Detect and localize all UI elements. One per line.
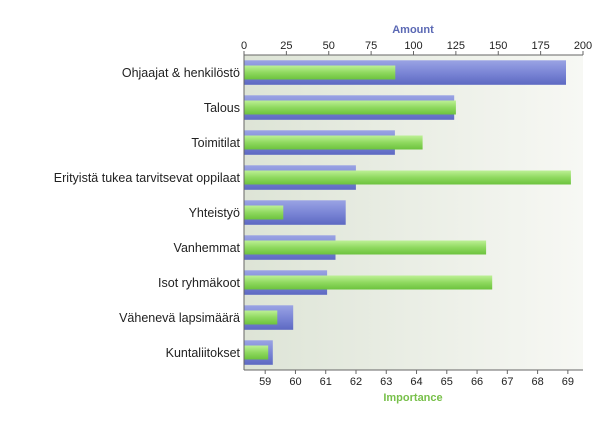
- top-tick-label: 125: [447, 40, 465, 52]
- top-axis-ticks: 0 25 50 75 100 125 150 175 200: [241, 40, 592, 55]
- bottom-tick-label: 67: [501, 376, 513, 388]
- bottom-tick-label: 65: [441, 376, 453, 388]
- top-tick-label: 25: [280, 40, 292, 52]
- bottom-tick-label: 59: [259, 376, 271, 388]
- importance-bar: [244, 170, 571, 185]
- importance-bar: [244, 240, 487, 255]
- bottom-tick-label: 63: [380, 376, 392, 388]
- category-label: Erityistä tukea tarvitsevat oppilaat: [54, 171, 241, 185]
- importance-series: [244, 65, 571, 360]
- category-label: Toimitilat: [191, 136, 240, 150]
- bottom-tick-label: 60: [289, 376, 301, 388]
- importance-bar: [244, 275, 493, 290]
- importance-bar: [244, 205, 284, 220]
- top-tick-label: 175: [531, 40, 549, 52]
- top-tick-label: 50: [323, 40, 335, 52]
- category-label: Ohjaajat & henkilöstö: [122, 66, 240, 80]
- bottom-tick-label: 68: [531, 376, 543, 388]
- bottom-tick-label: 62: [350, 376, 362, 388]
- importance-bar: [244, 65, 396, 80]
- category-labels: Ohjaajat & henkilöstö Talous Toimitilat Eri…: [54, 66, 241, 360]
- top-tick-label: 100: [404, 40, 422, 52]
- bottom-tick-label: 66: [471, 376, 483, 388]
- category-label: Vanhemmat: [174, 241, 241, 255]
- top-axis-title: Amount: [392, 24, 434, 36]
- category-label: Vähenevä lapsimäärä: [119, 311, 240, 325]
- importance-bar: [244, 345, 269, 360]
- bottom-tick-label: 64: [410, 376, 422, 388]
- category-label: Isot ryhmäkoot: [158, 276, 241, 290]
- bottom-axis-ticks: 59 60 61 62 63 64 65 66 67 68 69: [259, 370, 574, 388]
- top-tick-label: 75: [365, 40, 377, 52]
- top-tick-label: 200: [574, 40, 592, 52]
- importance-bar: [244, 310, 278, 325]
- category-label: Talous: [204, 101, 240, 115]
- category-label: Kuntaliitokset: [166, 346, 241, 360]
- importance-bar: [244, 135, 423, 150]
- top-tick-label: 150: [489, 40, 507, 52]
- top-tick-label: 0: [241, 40, 247, 52]
- importance-bar: [244, 100, 456, 115]
- category-label: Yhteistyö: [189, 206, 240, 220]
- bottom-tick-label: 69: [562, 376, 574, 388]
- bottom-tick-label: 61: [320, 376, 332, 388]
- bottom-axis-title: Importance: [383, 392, 442, 404]
